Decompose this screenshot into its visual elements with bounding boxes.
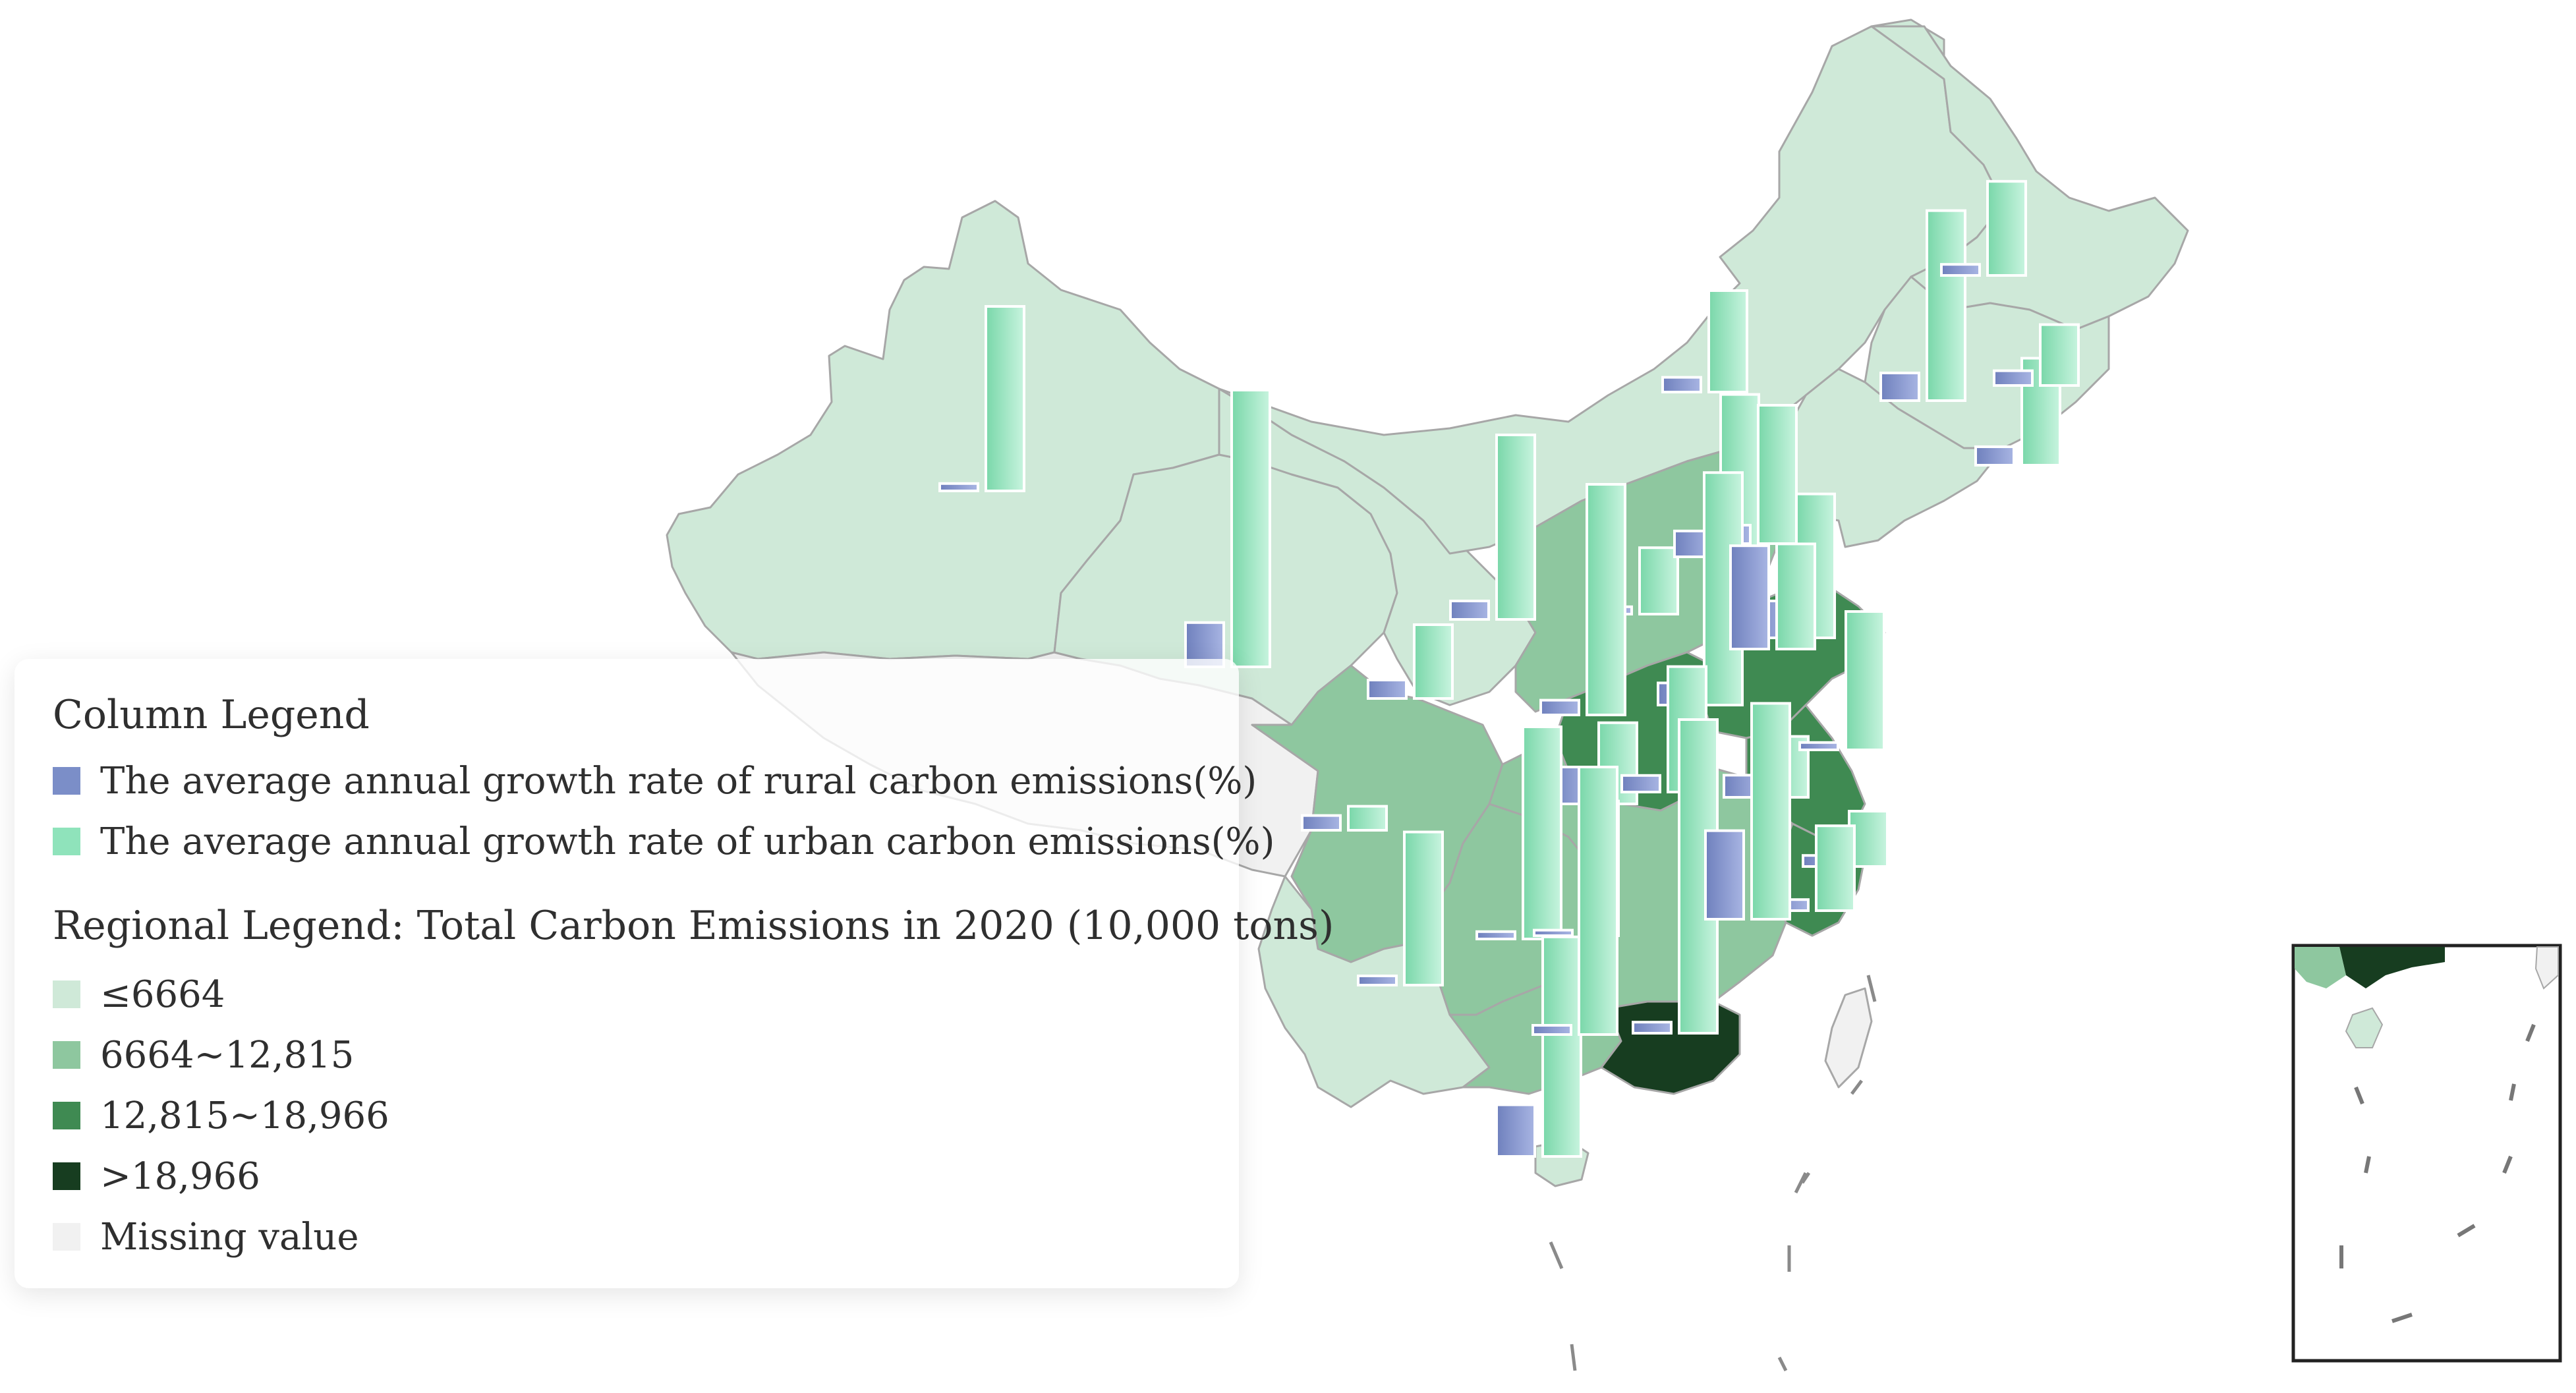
rural-bar-27[interactable] [1940, 263, 1981, 277]
region-taiwan[interactable] [1824, 987, 1873, 1089]
inset-hainan [2345, 1007, 2384, 1048]
urban-bar-4[interactable] [1413, 623, 1454, 700]
column-pair-20 [1993, 323, 2080, 387]
class-3-swatch [53, 1102, 80, 1129]
rural-bar-7[interactable] [1661, 376, 1702, 393]
urban-bar-1[interactable] [985, 305, 1025, 492]
rural-bar-8[interactable] [1301, 814, 1342, 832]
column-pair-26 [1495, 935, 1582, 1158]
rural-bar-29[interactable] [1531, 1024, 1572, 1036]
legend-class-2[interactable]: 6664~12,815 [53, 1032, 354, 1078]
class-4-label: >18,966 [100, 1154, 260, 1198]
column-pair-8 [1301, 805, 1388, 832]
rural-bar-17[interactable] [1620, 774, 1661, 794]
urban-bar-22[interactable] [1775, 542, 1816, 651]
legend-class-1[interactable]: ≤6664 [53, 971, 225, 1017]
inset-dash-line [2339, 1023, 2536, 1323]
inset-frame [2291, 944, 2562, 1363]
urban-bar-25[interactable] [1926, 209, 1966, 402]
urban-bar-26[interactable] [1541, 935, 1582, 1158]
region-guangdong[interactable] [1600, 1000, 1741, 1095]
legend-panel: Column Legend The average annual growth … [14, 659, 1334, 1288]
urban-swatch [53, 828, 80, 855]
urban-bar-23[interactable] [1815, 824, 1856, 912]
rural-bar-1[interactable] [938, 482, 979, 492]
urban-bar-29[interactable] [1578, 766, 1618, 1036]
column-pair-23 [1769, 824, 1856, 912]
rural-bar-16[interactable] [1539, 698, 1580, 716]
rural-bar-12[interactable] [1357, 975, 1398, 986]
column-pair-30 [1704, 702, 1791, 921]
urban-bar-8[interactable] [1347, 805, 1388, 832]
column-pair-16 [1539, 483, 1626, 716]
regional-legend-title: Regional Legend: Total Carbon Emissions … [53, 903, 1334, 949]
urban-bar-27[interactable] [1986, 180, 2027, 277]
urban-bar-30[interactable] [1750, 702, 1791, 921]
column-pair-12 [1357, 830, 1444, 986]
column-pair-25 [1879, 209, 1966, 402]
class-3-label: 12,815~18,966 [100, 1094, 389, 1137]
class-4-swatch [53, 1162, 80, 1190]
rural-bar-22[interactable] [1729, 544, 1770, 651]
rural-bar-20[interactable] [1993, 369, 2034, 387]
class-2-swatch [53, 1041, 80, 1069]
south-china-sea-inset [2291, 944, 2562, 1363]
rural-bar-25[interactable] [1879, 372, 1920, 402]
column-pair-3 [1449, 434, 1536, 621]
urban-bar-28[interactable] [1845, 610, 1885, 751]
column-pair-22 [1729, 542, 1816, 651]
urban-legend-label: The average annual growth rate of urban … [100, 820, 1275, 863]
rural-bar-30[interactable] [1704, 829, 1745, 921]
rural-bar-13[interactable] [1475, 930, 1516, 941]
column-pair-28 [1798, 610, 1885, 752]
column-legend-title: Column Legend [53, 692, 370, 738]
south-china-sea-dashes [1549, 975, 1877, 1372]
urban-bar-7[interactable] [1707, 289, 1748, 393]
urban-bar-12[interactable] [1403, 830, 1444, 986]
class-1-swatch [53, 981, 80, 1008]
column-pair-4 [1367, 623, 1454, 700]
inset-taiwan [2534, 946, 2559, 990]
urban-bar-3[interactable] [1495, 434, 1536, 621]
urban-bar-10[interactable] [1757, 404, 1798, 545]
legend-class-4[interactable]: >18,966 [53, 1153, 260, 1199]
rural-swatch [53, 767, 80, 795]
class-2-label: 6664~12,815 [100, 1033, 355, 1077]
rural-bar-24[interactable] [1632, 1021, 1673, 1035]
rural-bar-15[interactable] [1533, 928, 1574, 937]
urban-bar-16[interactable] [1586, 483, 1626, 716]
legend-class-missing[interactable]: Missing value [53, 1214, 359, 1260]
rural-bar-19[interactable] [1974, 445, 2015, 467]
legend-item-rural[interactable]: The average annual growth rate of rural … [53, 758, 1257, 804]
inset-guangxi [2295, 947, 2346, 988]
urban-bar-20[interactable] [2039, 323, 2080, 387]
urban-bar-2[interactable] [1230, 389, 1271, 668]
columns-layer [938, 180, 2080, 1158]
legend-item-urban[interactable]: The average annual growth rate of urban … [53, 818, 1274, 865]
missing-swatch [53, 1223, 80, 1251]
column-pair-29 [1531, 766, 1618, 1036]
class-1-label: ≤6664 [100, 973, 225, 1016]
inset-guangdong [2339, 947, 2445, 988]
missing-label: Missing value [100, 1215, 359, 1259]
rural-bar-3[interactable] [1449, 600, 1490, 621]
legend-class-3[interactable]: 12,815~18,966 [53, 1093, 389, 1139]
rural-bar-4[interactable] [1367, 679, 1408, 700]
column-pair-1 [938, 305, 1025, 492]
column-pair-7 [1661, 289, 1748, 393]
rural-bar-28[interactable] [1798, 741, 1839, 752]
column-pair-27 [1940, 180, 2027, 277]
urban-bar-6[interactable] [1638, 546, 1679, 616]
rural-legend-label: The average annual growth rate of rural … [100, 759, 1257, 803]
rural-bar-26[interactable] [1495, 1103, 1536, 1158]
urban-bar-13[interactable] [1522, 725, 1562, 940]
region-yunnan[interactable] [1257, 875, 1491, 1108]
